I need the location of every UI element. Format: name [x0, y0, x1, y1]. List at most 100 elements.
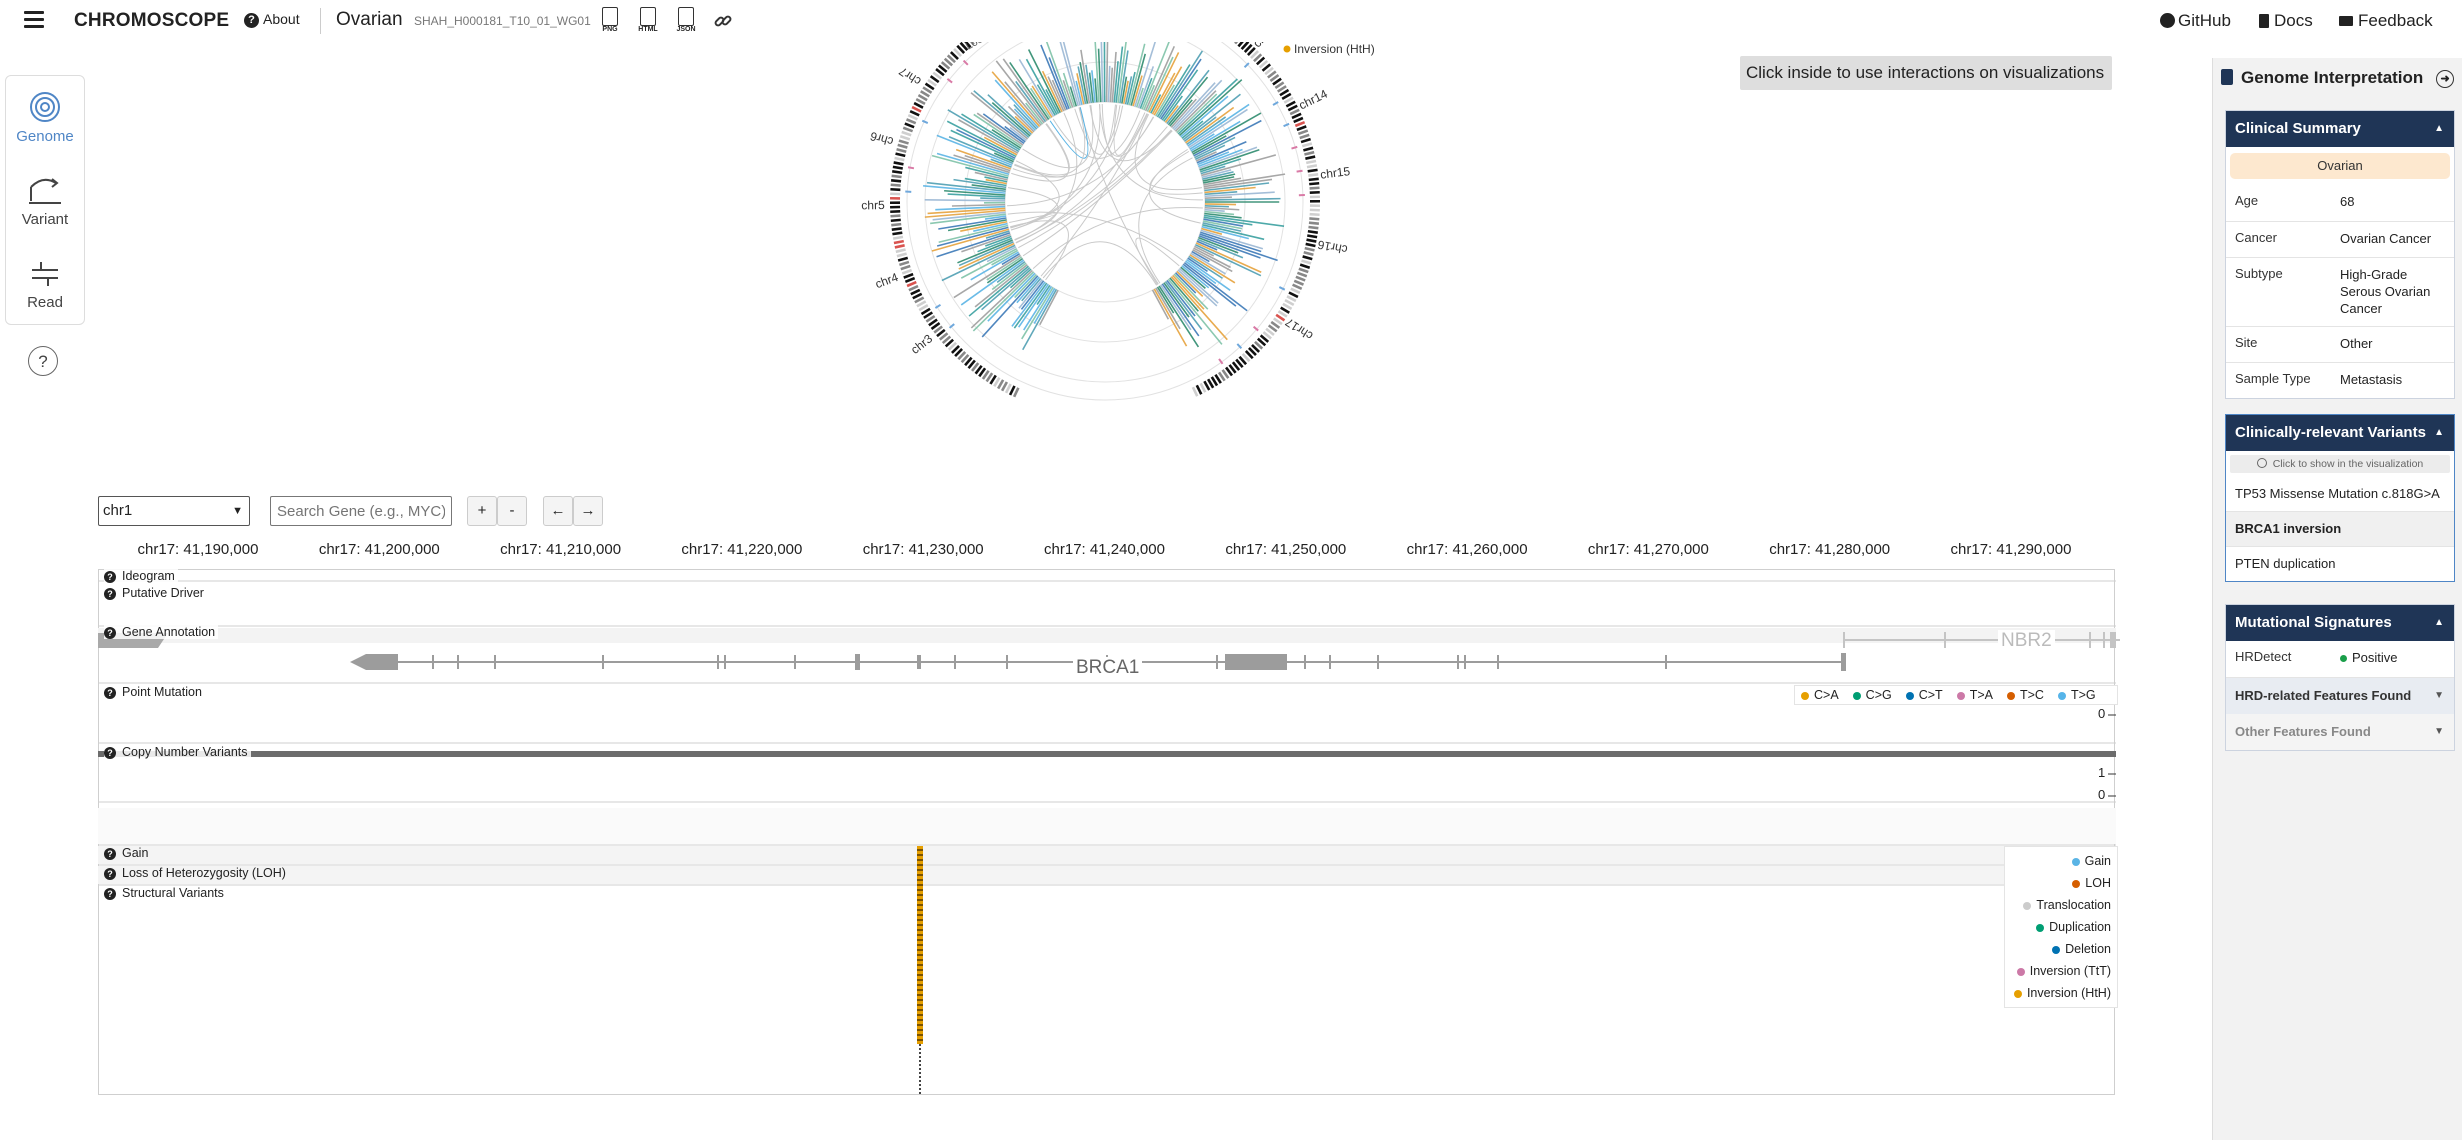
circos-chromosome-label: chr15 [1319, 164, 1351, 182]
clinical-summary-card: Clinical Summary ▲ Ovarian Age 68 Cancer Ov… [2225, 110, 2455, 399]
summary-key: Cancer [2235, 230, 2277, 245]
clinical-summary-header[interactable]: Clinical Summary ▲ [2226, 111, 2454, 147]
file-icon [602, 7, 618, 26]
other-features-label: Other Features Found [2235, 724, 2371, 739]
export-png-button[interactable]: PNG [598, 7, 622, 35]
sv-inversion-mark[interactable] [917, 846, 923, 1044]
genome-view-button[interactable]: Genome [6, 90, 84, 145]
axis-tick-label: chr17: 41,190,000 [137, 541, 259, 558]
gene-label-nbr2[interactable]: NBR2 [1998, 630, 2055, 652]
pan-left-button[interactable]: ← [543, 496, 573, 526]
sv-legend-label: Deletion [2065, 942, 2111, 956]
track-label-ideogram: ? Ideogram [104, 569, 178, 583]
pm-legend-item: C>T [1905, 688, 1943, 702]
summary-row-age: Age 68 [2226, 185, 2454, 222]
hrdetect-row: HRDetect Positive [2226, 641, 2454, 678]
github-link[interactable]: GitHub [2160, 11, 2231, 31]
interaction-tooltip: Click inside to use interactions on visu… [1740, 56, 2112, 90]
variant-item-tp53[interactable]: TP53 Missense Mutation c.818G>A [2226, 477, 2454, 512]
circos-plot[interactable]: chr3chr4chr5chr6chr7chr8chr9chr10chr11ch… [800, 0, 1410, 492]
mutational-signatures-title: Mutational Signatures [2235, 614, 2392, 631]
variant-view-button[interactable]: Variant [6, 173, 84, 228]
mail-icon [2339, 16, 2353, 26]
question-icon[interactable]: ? [104, 887, 116, 900]
variant-item-brca1[interactable]: BRCA1 inversion [2226, 512, 2454, 547]
variant-item-pten[interactable]: PTEN duplication [2235, 556, 2336, 571]
hrdetect-value-wrap: Positive [2340, 649, 2450, 666]
axis-tick-label: chr17: 41,210,000 [500, 541, 622, 558]
collapse-panel-icon[interactable]: ➜ [2436, 70, 2455, 88]
circos-chromosome-label: chr16 [1316, 237, 1348, 257]
pan-right-button[interactable]: → [573, 496, 603, 526]
gene-label-brca1[interactable]: BRCA1 [1073, 657, 1143, 679]
export-html-button[interactable]: HTML [636, 7, 660, 35]
axis-tick-label: chr17: 41,280,000 [1769, 541, 1891, 558]
genome-icon [30, 92, 60, 122]
clipboard-icon [2221, 69, 2233, 85]
cnv-area [98, 808, 2116, 844]
clinical-variants-card: Clinically-relevant Variants ▲ Click to s… [2225, 414, 2455, 582]
link-icon[interactable] [712, 10, 734, 32]
mutational-signatures-header[interactable]: Mutational Signatures ▲ [2226, 605, 2454, 641]
zoom-in-button[interactable]: + [467, 496, 497, 526]
export-png-label: PNG [602, 26, 618, 33]
zoom-out-button[interactable]: - [497, 496, 527, 526]
book-icon [2259, 14, 2269, 28]
other-features-toggle[interactable]: Other Features Found ▼ [2226, 714, 2454, 750]
feedback-link[interactable]: Feedback [2339, 11, 2433, 31]
clinical-variants-header[interactable]: Clinically-relevant Variants ▲ [2226, 415, 2454, 451]
hrd-features-toggle[interactable]: HRD-related Features Found ▼ [2226, 678, 2454, 714]
export-json-button[interactable]: JSON [674, 7, 698, 35]
gene-search-input[interactable] [270, 496, 452, 526]
docs-link[interactable]: Docs [2259, 11, 2313, 31]
legend-dot-icon [2071, 857, 2080, 866]
circos-chromosome-label: chr4 [873, 270, 900, 291]
app-brand[interactable]: CHROMOSCOPE [74, 10, 230, 31]
export-json-label: JSON [676, 26, 696, 33]
about-link[interactable]: ? About [244, 11, 300, 28]
axis-tick-label: chr17: 41,250,000 [1225, 541, 1347, 558]
summary-row-site: Site Other [2226, 327, 2454, 363]
circos-sv-chords [1007, 104, 1203, 286]
click-hint-text: Click to show in the visualization [2272, 458, 2424, 470]
docs-label: Docs [2274, 11, 2313, 30]
hrdetect-label: HRDetect [2235, 649, 2292, 664]
genome-tracks[interactable]: chr17: 41,190,000 chr17: 41,200,000 chr17:… [98, 533, 2120, 1095]
chromosome-select[interactable]: chr1 ▼ [98, 496, 250, 526]
question-icon[interactable]: ? [104, 847, 116, 860]
legend-dot-icon [2013, 989, 2022, 998]
summary-key: Sample Type [2235, 371, 2311, 386]
question-icon[interactable]: ? [104, 867, 116, 880]
summary-value: Ovarian Cancer [2340, 231, 2432, 246]
summary-value: Metastasis [2340, 372, 2403, 387]
chevron-up-icon: ▲ [2434, 617, 2444, 628]
summary-key: Subtype [2235, 266, 2283, 281]
summary-key: Age [2235, 193, 2259, 208]
read-view-button[interactable]: Read [6, 256, 84, 311]
help-button[interactable]: ? [28, 346, 58, 376]
circos-chromosome-label: chr8 [936, 42, 962, 44]
legend-dot-icon [2006, 691, 2015, 700]
question-icon[interactable]: ? [104, 570, 116, 583]
question-icon[interactable]: ? [104, 746, 116, 759]
summary-key: Site [2235, 335, 2258, 350]
question-icon[interactable]: ? [104, 587, 116, 600]
sv-inversion-tail [919, 1044, 921, 1094]
panel-title-text: Genome Interpretation [2241, 68, 2424, 87]
sv-legend-item: Duplication [2005, 916, 2111, 938]
axis-tick-label: chr17: 41,240,000 [1044, 541, 1165, 558]
track-point-mutation-text: Point Mutation [122, 685, 202, 699]
pm-legend-label: T>C [2019, 688, 2044, 702]
pm-legend-item: C>G [1852, 688, 1892, 702]
sv-legend-item: Translocation [2005, 894, 2111, 916]
pm-legend-item: T>A [1956, 688, 1993, 702]
menu-icon[interactable] [24, 11, 44, 29]
pm-legend-label: C>A [1814, 688, 1839, 702]
question-icon[interactable]: ? [104, 626, 116, 639]
circos-svg[interactable]: chr3chr4chr5chr6chr7chr8chr9chr10chr11ch… [800, 0, 1410, 492]
click-hint: Click to show in the visualization [2230, 455, 2450, 473]
question-icon[interactable]: ? [104, 686, 116, 699]
axis-tick-label: chr17: 41,260,000 [1406, 541, 1528, 558]
view-mode-toolbar: Genome Variant Read [5, 75, 85, 325]
chevron-down-icon: ▼ [2434, 726, 2444, 737]
